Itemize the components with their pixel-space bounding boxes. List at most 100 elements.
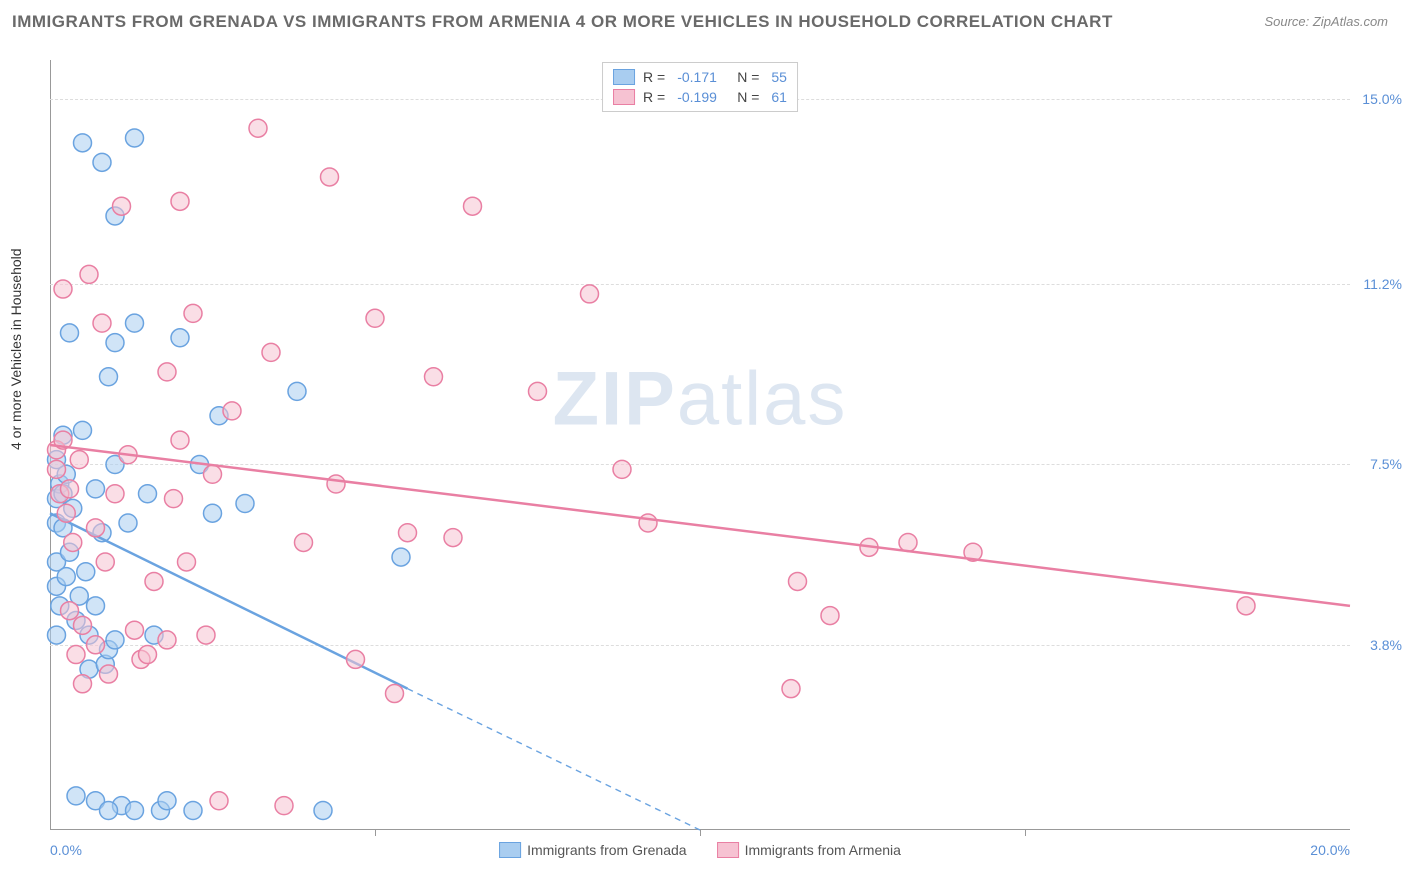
scatter-point	[139, 646, 157, 664]
scatter-point	[386, 685, 404, 703]
chart-title: IMMIGRANTS FROM GRENADA VS IMMIGRANTS FR…	[12, 12, 1113, 32]
x-tick-mark	[700, 830, 701, 836]
legend-n-label: N =	[737, 69, 759, 85]
scatter-point	[74, 134, 92, 152]
scatter-point	[204, 465, 222, 483]
scatter-point	[57, 504, 75, 522]
scatter-point	[178, 553, 196, 571]
trend-line	[50, 445, 1350, 606]
scatter-point	[113, 197, 131, 215]
scatter-point	[64, 533, 82, 551]
scatter-point	[347, 650, 365, 668]
scatter-point	[106, 485, 124, 503]
y-tick-label: 7.5%	[1370, 456, 1402, 472]
scatter-point	[288, 382, 306, 400]
legend-row: R = -0.199 N = 61	[613, 87, 787, 107]
scatter-point	[613, 460, 631, 478]
scatter-point	[61, 324, 79, 342]
scatter-point	[171, 192, 189, 210]
scatter-point	[899, 533, 917, 551]
legend-swatch	[613, 69, 635, 85]
scatter-point	[77, 563, 95, 581]
scatter-point	[262, 343, 280, 361]
scatter-point	[275, 797, 293, 815]
plot-area: ZIPatlas 3.8%7.5%11.2%15.0% R =-0.171N =…	[50, 60, 1350, 830]
scatter-point	[96, 553, 114, 571]
scatter-point	[171, 431, 189, 449]
legend-r-value: -0.199	[677, 89, 729, 105]
scatter-point	[93, 314, 111, 332]
scatter-point	[165, 490, 183, 508]
scatter-point	[444, 529, 462, 547]
legend-r-label: R =	[643, 69, 665, 85]
scatter-point	[74, 616, 92, 634]
scatter-point	[321, 168, 339, 186]
series-legend-label: Immigrants from Armenia	[745, 842, 901, 858]
y-tick-label: 11.2%	[1363, 276, 1402, 292]
scatter-point	[464, 197, 482, 215]
scatter-point	[327, 475, 345, 493]
y-tick-label: 3.8%	[1370, 637, 1402, 653]
series-legend-item: Immigrants from Grenada	[499, 842, 687, 858]
scatter-point	[210, 792, 228, 810]
legend-r-label: R =	[643, 89, 665, 105]
scatter-point	[119, 514, 137, 532]
scatter-point	[80, 265, 98, 283]
chart-svg	[50, 60, 1350, 830]
legend-swatch	[717, 842, 739, 858]
scatter-point	[100, 802, 118, 820]
scatter-point	[93, 153, 111, 171]
scatter-point	[48, 460, 66, 478]
legend-n-value: 55	[771, 69, 787, 85]
scatter-point	[100, 368, 118, 386]
scatter-point	[158, 792, 176, 810]
scatter-point	[126, 802, 144, 820]
legend-n-label: N =	[737, 89, 759, 105]
scatter-point	[184, 802, 202, 820]
scatter-point	[314, 802, 332, 820]
scatter-point	[87, 519, 105, 537]
scatter-point	[158, 363, 176, 381]
scatter-point	[392, 548, 410, 566]
scatter-point	[236, 494, 254, 512]
scatter-point	[106, 631, 124, 649]
scatter-point	[48, 626, 66, 644]
scatter-point	[295, 533, 313, 551]
x-tick-mark	[375, 830, 376, 836]
series-legend-item: Immigrants from Armenia	[717, 842, 901, 858]
scatter-point	[425, 368, 443, 386]
scatter-point	[1237, 597, 1255, 615]
x-tick-mark	[1025, 830, 1026, 836]
x-min-label: 0.0%	[50, 842, 82, 858]
scatter-point	[821, 607, 839, 625]
scatter-point	[67, 646, 85, 664]
scatter-point	[184, 304, 202, 322]
scatter-point	[158, 631, 176, 649]
trend-line-dashed	[408, 689, 701, 830]
legend-n-value: 61	[771, 89, 787, 105]
scatter-point	[223, 402, 241, 420]
legend-swatch	[499, 842, 521, 858]
scatter-point	[126, 314, 144, 332]
scatter-point	[139, 485, 157, 503]
scatter-point	[57, 568, 75, 586]
scatter-point	[74, 421, 92, 439]
scatter-point	[126, 621, 144, 639]
scatter-point	[366, 309, 384, 327]
scatter-point	[171, 329, 189, 347]
scatter-point	[54, 280, 72, 298]
legend-swatch	[613, 89, 635, 105]
series-legend-label: Immigrants from Grenada	[527, 842, 687, 858]
y-tick-label: 15.0%	[1362, 91, 1402, 107]
scatter-point	[782, 680, 800, 698]
y-axis-label: 4 or more Vehicles in Household	[8, 248, 24, 450]
scatter-point	[126, 129, 144, 147]
correlation-legend: R =-0.171N =55R =-0.199N =61	[602, 62, 798, 112]
scatter-point	[100, 665, 118, 683]
scatter-point	[87, 480, 105, 498]
source-attribution: Source: ZipAtlas.com	[1264, 14, 1388, 29]
scatter-point	[197, 626, 215, 644]
scatter-point	[70, 451, 88, 469]
scatter-point	[249, 119, 267, 137]
series-legend: Immigrants from Grenada Immigrants from A…	[499, 842, 901, 858]
